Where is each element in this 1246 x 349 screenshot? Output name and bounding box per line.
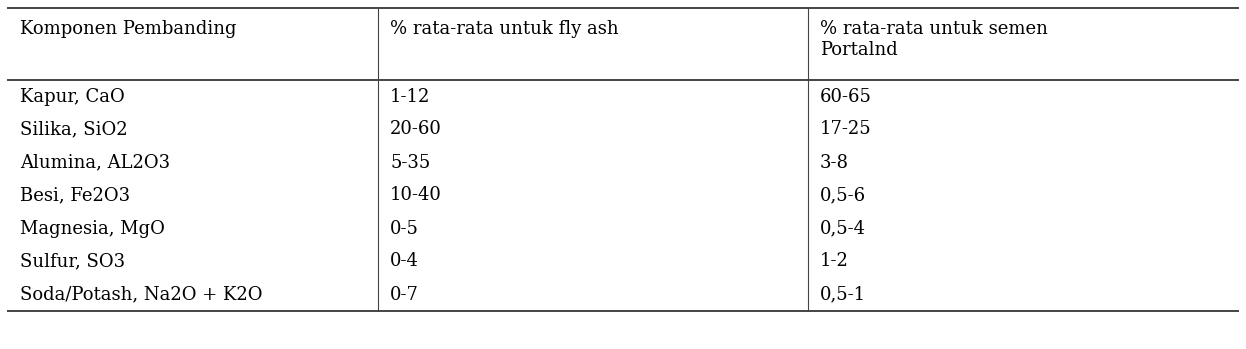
- Text: Komponen Pembanding: Komponen Pembanding: [20, 20, 237, 38]
- Text: 10-40: 10-40: [390, 186, 442, 205]
- Text: Silika, SiO2: Silika, SiO2: [20, 120, 127, 139]
- Text: Besi, Fe2O3: Besi, Fe2O3: [20, 186, 130, 205]
- Text: Magnesia, MgO: Magnesia, MgO: [20, 220, 164, 238]
- Text: 20-60: 20-60: [390, 120, 442, 139]
- Text: Sulfur, SO3: Sulfur, SO3: [20, 252, 125, 270]
- Text: Soda/Potash, Na2O + K2O: Soda/Potash, Na2O + K2O: [20, 285, 263, 304]
- Text: 0,5-6: 0,5-6: [820, 186, 866, 205]
- Text: 0-5: 0-5: [390, 220, 419, 238]
- Text: 17-25: 17-25: [820, 120, 872, 139]
- Text: 1-12: 1-12: [390, 88, 430, 105]
- Text: 0,5-4: 0,5-4: [820, 220, 866, 238]
- Text: 1-2: 1-2: [820, 252, 849, 270]
- Text: 60-65: 60-65: [820, 88, 872, 105]
- Text: 3-8: 3-8: [820, 154, 849, 171]
- Text: Kapur, CaO: Kapur, CaO: [20, 88, 125, 105]
- Text: Alumina, AL2O3: Alumina, AL2O3: [20, 154, 171, 171]
- Text: 0,5-1: 0,5-1: [820, 285, 866, 304]
- Text: 0-7: 0-7: [390, 285, 419, 304]
- Text: 0-4: 0-4: [390, 252, 419, 270]
- Text: 5-35: 5-35: [390, 154, 430, 171]
- Text: % rata-rata untuk fly ash: % rata-rata untuk fly ash: [390, 20, 618, 38]
- Text: % rata-rata untuk semen
Portalnd: % rata-rata untuk semen Portalnd: [820, 20, 1048, 59]
